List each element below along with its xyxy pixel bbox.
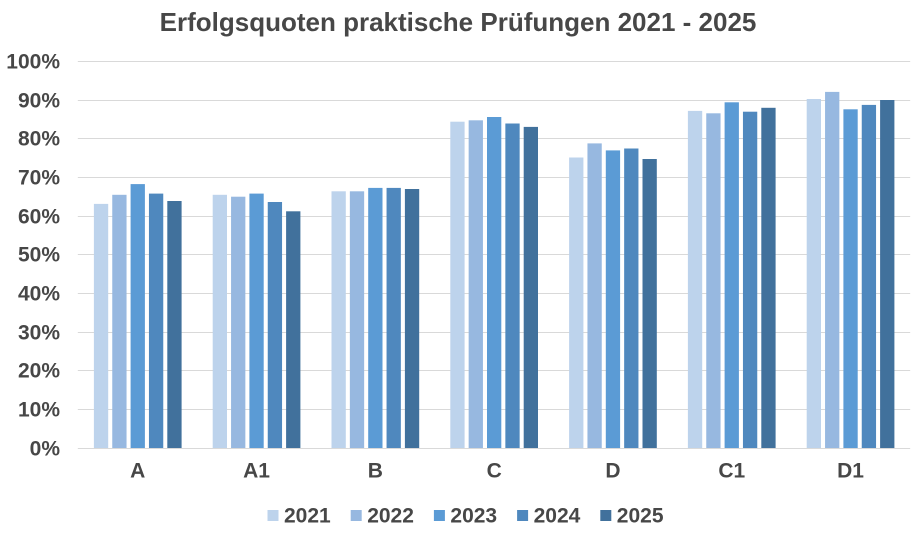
- svg-text:50%: 50%: [18, 244, 60, 267]
- svg-text:D: D: [605, 460, 620, 483]
- svg-text:2022: 2022: [367, 505, 414, 528]
- svg-text:D1: D1: [837, 460, 864, 483]
- svg-text:C1: C1: [718, 460, 745, 483]
- svg-text:100%: 100%: [6, 51, 60, 74]
- svg-text:A: A: [130, 460, 145, 483]
- svg-text:30%: 30%: [18, 322, 60, 345]
- svg-text:20%: 20%: [18, 360, 60, 383]
- svg-text:A1: A1: [243, 460, 270, 483]
- svg-text:2024: 2024: [534, 505, 581, 528]
- svg-text:Erfolgsquoten praktische Prüfu: Erfolgsquoten praktische Prüfungen 2021 …: [160, 7, 757, 37]
- svg-text:70%: 70%: [18, 167, 60, 190]
- svg-text:0%: 0%: [30, 438, 61, 461]
- svg-text:60%: 60%: [18, 206, 60, 229]
- svg-text:2025: 2025: [617, 505, 664, 528]
- svg-text:B: B: [368, 460, 383, 483]
- svg-text:10%: 10%: [18, 399, 60, 422]
- svg-text:2023: 2023: [450, 505, 497, 528]
- svg-text:40%: 40%: [18, 283, 60, 306]
- svg-text:80%: 80%: [18, 128, 60, 151]
- svg-text:C: C: [487, 460, 502, 483]
- svg-text:90%: 90%: [18, 90, 60, 113]
- svg-text:2021: 2021: [284, 505, 331, 528]
